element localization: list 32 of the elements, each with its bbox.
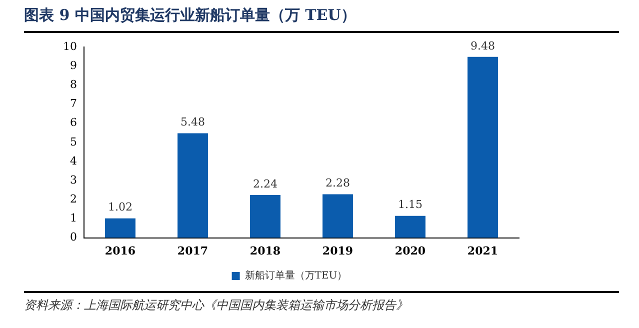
x-tick-label: 2016 [104,244,136,258]
data-label: 1.15 [398,198,422,212]
data-label: 9.48 [470,39,495,52]
y-tick-label: 0 [70,230,77,244]
bar [468,56,498,238]
y-tick-label: 5 [70,135,77,148]
y-tick-label: 3 [70,173,77,186]
y-tick-label: 2 [70,192,77,206]
chart-title: 图表 9 中国内贸集运行业新船订单量（万 TEU） [24,6,619,33]
x-tick-label: 2021 [467,244,498,258]
x-tick-label: 2019 [322,244,354,258]
y-tick-label: 10 [62,40,77,53]
y-tick-label: 8 [70,78,77,92]
text: 资料来源：上海国际航运研究中心《中国国内集装箱运输市场分析报告》 [24,291,619,314]
data-label: 1.02 [108,200,132,214]
legend-label: 新船订单量（万TEU） [244,270,348,282]
data-label: 5.48 [180,116,205,129]
data-label: 2.28 [326,176,350,190]
y-tick-label: 7 [70,97,77,110]
bar [322,194,353,238]
bar [178,133,208,238]
bar [395,216,426,238]
x-tick-label: 2018 [250,244,281,258]
bar [250,195,280,238]
data-label: 2.24 [253,177,278,190]
y-tick-label: 6 [70,116,77,130]
bar [105,218,136,238]
y-tick-label: 1 [70,212,77,225]
x-tick-label: 2020 [394,244,426,258]
y-tick-label: 9 [70,58,77,72]
y-tick-label: 4 [70,154,77,168]
x-tick-label: 2017 [177,244,208,258]
